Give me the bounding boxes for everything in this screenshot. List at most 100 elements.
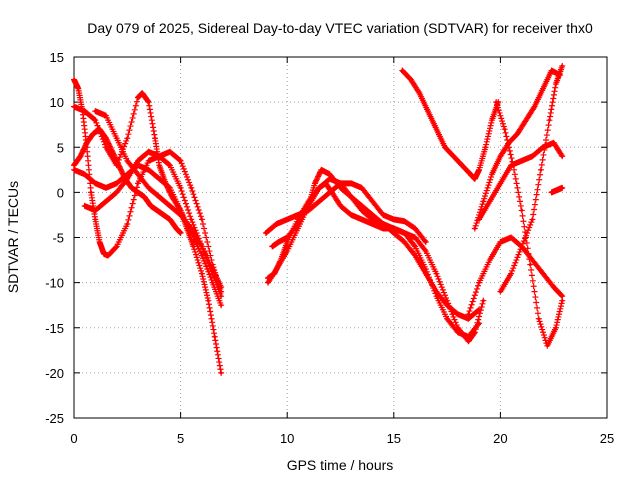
data-point	[466, 339, 470, 343]
data-point	[125, 159, 129, 163]
x-tick-label: 15	[387, 431, 401, 446]
data-point	[488, 258, 492, 262]
data-point	[360, 204, 364, 208]
data-point	[285, 240, 289, 244]
data-point	[515, 132, 519, 136]
data-point	[83, 172, 87, 176]
data-point	[537, 317, 541, 321]
data-point	[219, 285, 223, 289]
data-point	[115, 190, 119, 194]
data-point	[550, 69, 554, 73]
data-point	[541, 272, 545, 276]
data-point	[168, 163, 172, 167]
data-point	[530, 217, 534, 221]
data-point	[285, 217, 289, 221]
data-point	[191, 245, 195, 249]
data-point	[277, 240, 281, 244]
data-point	[206, 299, 210, 303]
data-point	[125, 177, 129, 181]
data-point	[147, 100, 151, 104]
data-point	[473, 226, 477, 230]
y-tick-label: 15	[50, 50, 64, 65]
data-point	[270, 245, 274, 249]
data-point	[200, 272, 204, 276]
data-point	[413, 226, 417, 230]
data-point	[370, 213, 374, 217]
data-point	[211, 281, 215, 285]
data-point	[413, 236, 417, 239]
data-point	[481, 199, 485, 203]
data-point	[115, 136, 119, 140]
y-tick-label: -10	[45, 276, 64, 291]
data-point	[494, 100, 498, 104]
data-point	[451, 154, 455, 158]
data-point	[434, 290, 438, 294]
data-point	[473, 177, 477, 181]
data-point	[149, 204, 153, 208]
series-arc10	[262, 180, 429, 246]
x-axis-label: GPS time / hours	[287, 457, 394, 473]
y-tick-label: 10	[50, 95, 64, 110]
data-point	[424, 272, 428, 276]
data-point	[162, 213, 166, 217]
data-point	[339, 181, 342, 185]
data-point	[520, 245, 524, 249]
data-point	[483, 145, 487, 149]
data-point	[498, 240, 502, 244]
data-point	[509, 236, 513, 239]
y-tick-label: 5	[57, 140, 64, 155]
series-arc17	[548, 184, 566, 196]
data-point	[179, 159, 183, 163]
y-tick-label: -5	[52, 231, 64, 246]
data-point	[115, 245, 119, 249]
data-point	[381, 222, 385, 226]
data-point	[370, 222, 374, 226]
data-point	[477, 168, 481, 172]
data-point	[511, 163, 515, 167]
data-point	[520, 159, 524, 163]
data-point	[189, 217, 193, 221]
data-point	[560, 154, 564, 158]
data-point	[72, 105, 76, 109]
data-point	[556, 188, 560, 192]
data-point	[477, 217, 481, 221]
data-point	[424, 240, 428, 244]
data-point	[392, 217, 396, 221]
data-point	[211, 267, 215, 271]
data-point	[392, 231, 396, 235]
data-point	[179, 213, 183, 217]
grid-lines	[74, 57, 607, 418]
data-point	[426, 109, 430, 113]
series-markers	[465, 234, 566, 318]
data-point	[550, 190, 554, 194]
data-point	[503, 127, 507, 131]
data-point	[413, 245, 417, 249]
data-point	[213, 335, 217, 339]
x-tick-label: 25	[600, 431, 614, 446]
data-point	[72, 163, 76, 167]
y-tick-label: 0	[57, 185, 64, 200]
data-point	[93, 118, 97, 122]
data-point	[498, 290, 502, 294]
data-point	[157, 177, 161, 181]
data-point	[136, 172, 140, 176]
data-point	[443, 145, 447, 149]
data-point	[157, 163, 161, 167]
data-point	[456, 312, 460, 316]
data-point	[136, 96, 140, 100]
data-point	[547, 118, 551, 122]
data-point	[275, 267, 279, 271]
data-point	[106, 254, 110, 258]
data-point	[72, 168, 76, 172]
data-point	[85, 145, 89, 149]
chart-title: Day 079 of 2025, Sidereal Day-to-day VTE…	[87, 20, 593, 36]
x-tick-label: 10	[280, 431, 294, 446]
data-point	[402, 231, 406, 235]
data-point	[560, 294, 564, 298]
data-point	[140, 91, 144, 95]
data-point	[360, 186, 364, 190]
data-point	[219, 294, 223, 298]
data-point	[115, 163, 119, 167]
